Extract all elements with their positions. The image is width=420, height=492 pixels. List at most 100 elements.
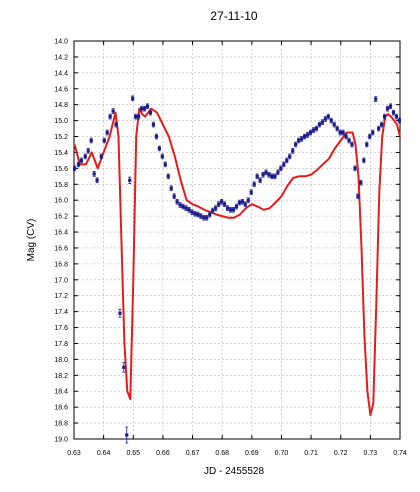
data-point <box>323 117 327 121</box>
data-point <box>394 115 399 119</box>
data-point <box>225 206 230 210</box>
y-tick-label: 16.0 <box>54 198 68 205</box>
y-tick-label: 17.0 <box>54 277 68 284</box>
data-point <box>108 115 112 119</box>
data-point <box>252 182 256 186</box>
data-point <box>190 210 194 214</box>
data-point <box>202 216 206 220</box>
data-point <box>181 204 185 209</box>
y-tick-label: 18.4 <box>54 389 68 396</box>
data-point <box>243 202 247 206</box>
data-point <box>187 208 191 212</box>
x-tick-label: 0.69 <box>245 450 259 457</box>
y-tick-label: 18.2 <box>54 373 68 380</box>
data-point <box>134 115 138 119</box>
data-point <box>99 154 103 159</box>
data-point <box>249 190 253 194</box>
x-tick-label: 0.71 <box>304 450 318 457</box>
data-point <box>105 130 109 135</box>
data-point <box>371 130 375 135</box>
data-point <box>362 158 366 162</box>
data-point <box>391 111 396 115</box>
data-point <box>297 138 301 143</box>
data-point <box>219 200 224 204</box>
data-point <box>380 122 384 127</box>
data-point <box>217 202 221 206</box>
data-point <box>341 130 345 135</box>
data-point <box>199 214 203 218</box>
data-point <box>359 181 363 185</box>
data-point <box>166 174 170 178</box>
data-point <box>353 166 357 170</box>
data-point <box>228 208 233 212</box>
x-tick-label: 0.73 <box>364 450 378 457</box>
data-point <box>111 109 115 113</box>
y-tick-label: 14.2 <box>54 54 68 61</box>
data-point <box>160 154 164 159</box>
data-point <box>154 134 158 139</box>
data-point <box>205 216 209 220</box>
data-point <box>86 149 90 153</box>
plot-frame <box>73 40 401 440</box>
data-point <box>279 166 283 170</box>
data-point <box>118 311 122 315</box>
y-tick-label: 19.0 <box>54 437 68 444</box>
data-point <box>267 173 271 177</box>
data-point <box>335 126 339 131</box>
grid <box>73 40 401 440</box>
y-tick-label: 14.6 <box>54 86 68 93</box>
y-axis-label: Mag (CV) <box>26 219 37 262</box>
data-point <box>276 170 280 174</box>
x-tick-label: 0.66 <box>156 450 170 457</box>
data-point <box>329 119 333 123</box>
data-point <box>397 119 402 123</box>
data-point <box>300 137 304 141</box>
y-tick-label: 17.4 <box>54 309 68 316</box>
data-point <box>214 206 218 210</box>
y-tick-label: 17.6 <box>54 325 68 332</box>
data-point <box>350 142 354 147</box>
data-point <box>131 96 135 100</box>
data-point <box>125 433 129 437</box>
data-points <box>72 95 402 444</box>
y-tick-label: 16.2 <box>54 214 68 221</box>
data-point <box>261 173 265 177</box>
data-point <box>79 158 84 162</box>
data-point <box>76 162 81 166</box>
data-point <box>148 111 153 115</box>
data-point <box>83 154 87 159</box>
data-point <box>231 208 236 212</box>
data-point <box>255 174 259 178</box>
y-tick-label: 14.4 <box>54 70 68 77</box>
data-point <box>114 122 118 127</box>
y-tick-label: 15.2 <box>54 134 68 141</box>
x-tick-label: 0.74 <box>393 450 407 457</box>
x-tick-label: 0.67 <box>186 450 200 457</box>
data-point <box>282 162 286 166</box>
data-point <box>102 138 106 143</box>
data-point <box>175 200 179 204</box>
data-point <box>234 204 239 209</box>
data-point <box>385 107 390 111</box>
data-point <box>388 104 393 108</box>
data-point <box>184 206 188 210</box>
data-point <box>163 162 167 166</box>
y-tick-label: 16.4 <box>54 230 68 237</box>
data-point <box>377 126 381 131</box>
data-point <box>92 172 96 176</box>
data-point <box>291 149 295 153</box>
data-point <box>338 130 342 135</box>
chart-title: 27-11-10 <box>210 9 257 23</box>
x-tick-label: 0.68 <box>215 450 229 457</box>
y-tick-label: 15.4 <box>54 150 68 157</box>
y-tick-label: 14.8 <box>54 102 68 109</box>
y-tick-label: 18.8 <box>54 421 68 428</box>
x-tick-label: 0.64 <box>97 450 111 457</box>
y-tick-label: 16.6 <box>54 245 68 252</box>
data-point <box>122 365 126 369</box>
data-point <box>374 97 378 101</box>
data-point <box>137 115 141 119</box>
data-point <box>169 186 173 190</box>
data-point <box>365 142 369 147</box>
data-point <box>95 178 99 182</box>
